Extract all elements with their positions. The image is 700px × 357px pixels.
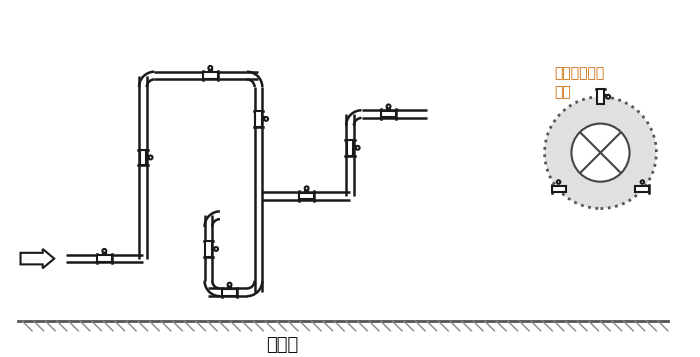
Bar [202, 72, 218, 79]
Bar [597, 89, 604, 105]
Bar [139, 150, 146, 165]
Bar [381, 111, 396, 117]
Bar [636, 186, 650, 192]
Bar [299, 193, 314, 199]
Text: 允许任意角度
安装: 允许任意角度 安装 [554, 66, 605, 100]
Circle shape [228, 283, 232, 287]
Circle shape [356, 146, 360, 150]
Bar [222, 289, 237, 296]
Circle shape [571, 124, 629, 182]
Circle shape [606, 95, 610, 99]
Circle shape [265, 117, 268, 121]
Bar [97, 255, 112, 262]
Bar [552, 186, 566, 192]
Circle shape [556, 180, 560, 184]
Circle shape [545, 97, 657, 208]
Circle shape [214, 247, 218, 251]
Circle shape [102, 249, 106, 253]
Bar [255, 111, 262, 127]
Circle shape [640, 180, 644, 184]
Bar [205, 241, 212, 257]
Text: 水平面: 水平面 [267, 336, 299, 354]
Circle shape [304, 186, 309, 190]
Circle shape [386, 105, 391, 108]
Circle shape [148, 156, 153, 159]
FancyArrow shape [20, 249, 54, 268]
Circle shape [209, 66, 212, 70]
Bar [346, 140, 354, 156]
